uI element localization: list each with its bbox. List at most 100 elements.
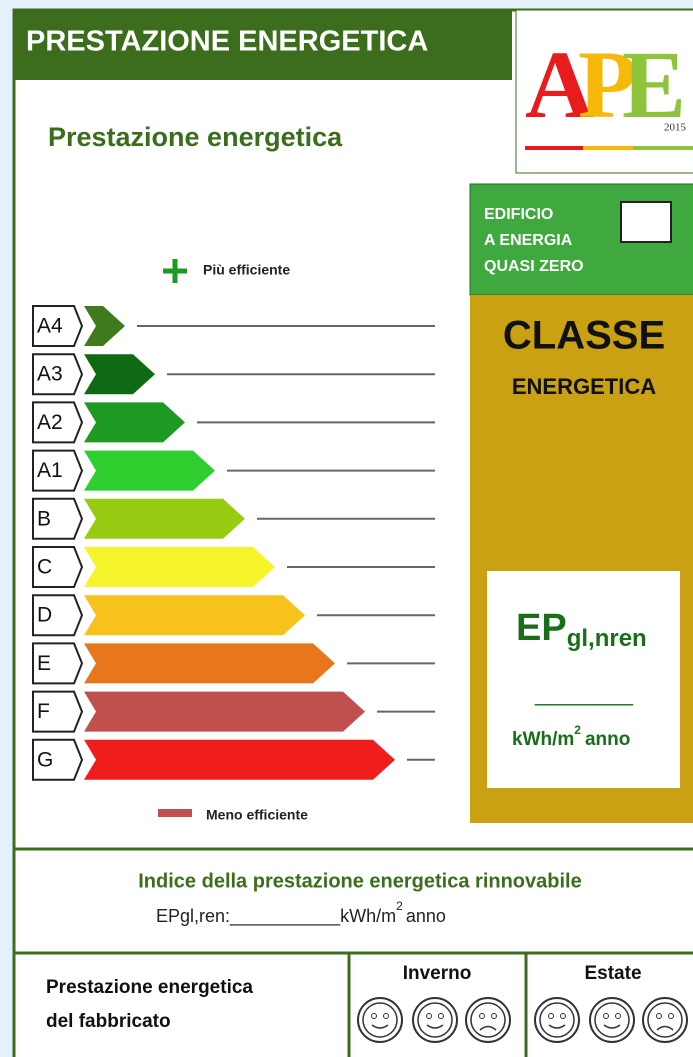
class-arrow bbox=[84, 643, 335, 684]
face bbox=[417, 1002, 453, 1038]
renewable-line: EPgl,ren:___________kWh/m2 anno bbox=[156, 899, 446, 927]
face bbox=[594, 1002, 630, 1038]
building-label: Prestazione energetica bbox=[46, 977, 253, 998]
renewable-title: Indice della prestazione energetica rinn… bbox=[138, 870, 581, 892]
nzeb-line: A ENERGIA bbox=[484, 232, 573, 249]
face-eye bbox=[371, 1013, 377, 1019]
face bbox=[357, 997, 403, 1043]
class-arrow bbox=[84, 402, 185, 443]
class-label: E bbox=[37, 652, 51, 675]
nzeb-line: EDIFICIO bbox=[484, 206, 553, 223]
class-label: F bbox=[37, 700, 50, 723]
summer-label: Estate bbox=[584, 963, 641, 984]
scale-title: Prestazione energetica bbox=[48, 122, 343, 152]
unit: kWh/m bbox=[512, 729, 574, 750]
class-label: A1 bbox=[37, 459, 63, 482]
logo-stripe bbox=[633, 146, 693, 150]
logo-year: 2015 bbox=[664, 122, 687, 134]
class-scale: A4 A3 A2 A1 B C D E F G bbox=[32, 305, 435, 781]
header-title: PRESTAZIONE ENERGETICA bbox=[26, 26, 428, 58]
face-mouth bbox=[479, 1025, 497, 1031]
ep-box bbox=[487, 571, 680, 788]
class-label-box bbox=[32, 497, 84, 540]
class-arrow bbox=[84, 595, 305, 636]
minus-icon bbox=[158, 809, 192, 817]
class-label: G bbox=[37, 748, 53, 771]
nzeb-checkbox bbox=[620, 201, 672, 243]
class-label-box bbox=[32, 449, 84, 492]
class-arrow bbox=[84, 739, 395, 780]
class-label-box bbox=[32, 642, 84, 685]
face-eye bbox=[383, 1013, 389, 1019]
class-label: A2 bbox=[37, 411, 63, 434]
face-eye bbox=[479, 1013, 485, 1019]
label: EPgl,ren: bbox=[156, 906, 230, 926]
ep-sub: gl,nren bbox=[567, 625, 647, 652]
ep-label: EPgl,nren bbox=[516, 607, 647, 652]
face bbox=[642, 997, 688, 1043]
face-eye bbox=[426, 1013, 432, 1019]
building-label: del fabbricato bbox=[46, 1011, 171, 1032]
face-eye bbox=[603, 1013, 609, 1019]
class-label-box bbox=[32, 401, 84, 444]
ep-main: EP bbox=[516, 607, 567, 649]
unit-sup: 2 bbox=[574, 723, 581, 737]
class-arrow bbox=[84, 306, 125, 346]
face bbox=[412, 997, 458, 1043]
class-label: C bbox=[37, 556, 52, 579]
class-label: A4 bbox=[37, 315, 63, 338]
class-label-box bbox=[32, 738, 84, 781]
face bbox=[362, 1002, 398, 1038]
class-arrow bbox=[84, 354, 155, 395]
face bbox=[647, 1002, 683, 1038]
face-eye bbox=[668, 1013, 674, 1019]
ep-blank: ________ bbox=[534, 681, 634, 706]
ep-unit: kWh/m2 anno bbox=[512, 723, 630, 750]
class-label-box bbox=[32, 546, 84, 588]
class-arrow bbox=[84, 547, 275, 587]
face-eye bbox=[438, 1013, 444, 1019]
face-eye bbox=[560, 1013, 566, 1019]
logo-e: E bbox=[622, 31, 686, 138]
blank: ___________ bbox=[229, 906, 341, 927]
class-label-box bbox=[32, 594, 84, 637]
class-arrow bbox=[84, 498, 245, 539]
class-title: CLASSE bbox=[503, 314, 665, 358]
class-label: D bbox=[37, 604, 52, 627]
class-arrow bbox=[84, 450, 215, 491]
top-label: Più efficiente bbox=[203, 262, 290, 278]
face-mouth bbox=[656, 1025, 674, 1031]
face-eye bbox=[548, 1013, 554, 1019]
unit: kWh/m bbox=[340, 906, 396, 926]
class-arrow bbox=[84, 691, 365, 732]
face bbox=[470, 1002, 506, 1038]
unit-tail: anno bbox=[585, 729, 630, 750]
class-label: B bbox=[37, 507, 51, 530]
face-eye bbox=[615, 1013, 621, 1019]
face bbox=[589, 997, 635, 1043]
face bbox=[534, 997, 580, 1043]
class-subtitle: ENERGETICA bbox=[512, 374, 656, 399]
class-label-box bbox=[32, 353, 84, 396]
face-eye bbox=[491, 1013, 497, 1019]
face bbox=[465, 997, 511, 1043]
class-label: A3 bbox=[37, 363, 63, 386]
class-label-box bbox=[32, 305, 84, 347]
face-mouth bbox=[426, 1024, 444, 1029]
face-mouth bbox=[603, 1024, 621, 1029]
class-label-box bbox=[32, 690, 84, 733]
logo-a: A bbox=[525, 31, 594, 138]
plus-icon bbox=[163, 259, 187, 283]
face-mouth bbox=[548, 1024, 566, 1029]
logo-p: P bbox=[578, 31, 637, 138]
unit-sup: 2 bbox=[396, 899, 403, 913]
unit-tail: anno bbox=[406, 906, 446, 926]
header-bar bbox=[14, 10, 512, 80]
nzeb-line: QUASI ZERO bbox=[484, 258, 584, 275]
bottom-label: Meno efficiente bbox=[206, 807, 308, 823]
logo-box bbox=[515, 9, 693, 174]
logo-stripe bbox=[583, 146, 633, 150]
logo-stripe bbox=[525, 146, 583, 150]
